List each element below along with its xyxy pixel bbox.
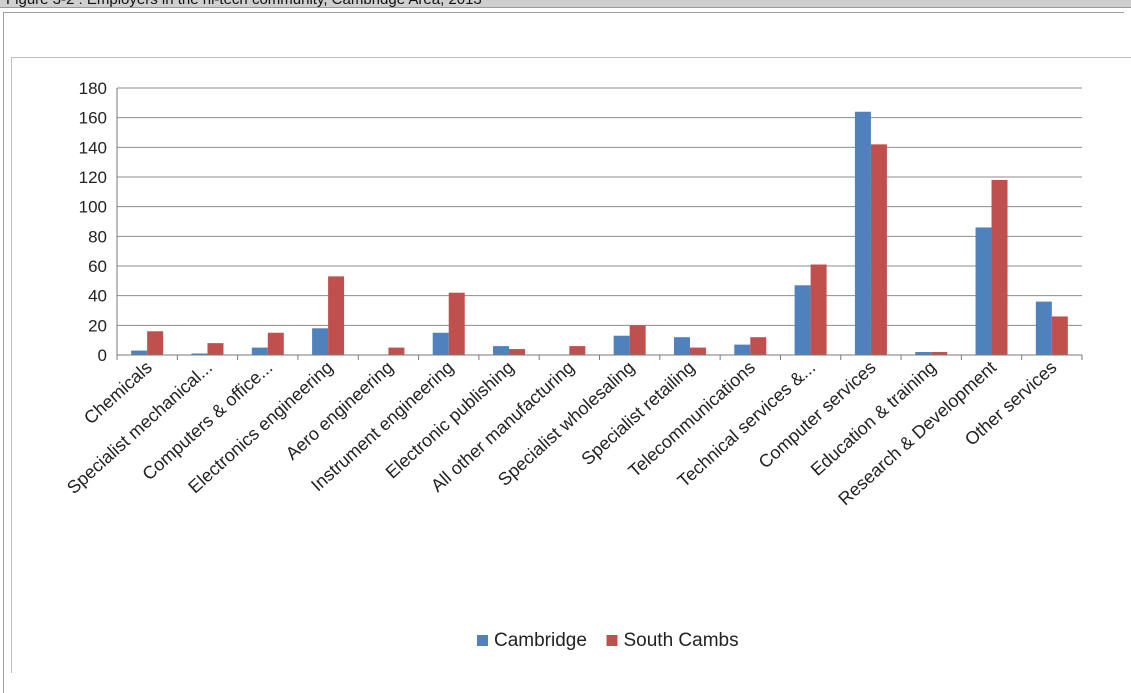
y-tick-label: 80 <box>88 227 107 246</box>
bar-cambridge <box>131 350 148 355</box>
bar-cambridge <box>915 352 932 355</box>
y-tick-label: 140 <box>79 138 107 157</box>
bar-south-cambs <box>267 332 284 355</box>
bar-cambridge <box>312 328 329 355</box>
y-tick-label: 120 <box>79 168 107 187</box>
bar-south-cambs <box>991 179 1008 355</box>
y-tick-label: 160 <box>79 109 107 128</box>
bar-south-cambs <box>1051 316 1068 355</box>
legend-swatch <box>477 635 488 646</box>
bar-south-cambs <box>448 292 465 355</box>
bar-south-cambs <box>629 325 646 355</box>
bar-south-cambs <box>810 264 827 355</box>
bar-cambridge <box>191 353 208 355</box>
bar-cambridge <box>673 337 690 355</box>
bar-chart: 020406080100120140160180ChemicalsSpecial… <box>63 79 1083 651</box>
bar-south-cambs <box>328 276 345 355</box>
bar-cambridge <box>251 347 268 355</box>
y-tick-label: 180 <box>79 79 107 98</box>
bar-cambridge <box>975 227 992 355</box>
figure-frame <box>3 12 1124 693</box>
bar-south-cambs <box>388 347 405 355</box>
bar-cambridge <box>613 335 630 355</box>
y-tick-label: 0 <box>98 346 107 365</box>
x-category-label: Specialist retailing <box>577 357 698 469</box>
bar-south-cambs <box>870 144 887 355</box>
x-category-label: Aero engineering <box>282 357 397 464</box>
bar-cambridge <box>734 344 751 355</box>
figure-caption: Figure 3-2 : Employers in the hi-tech co… <box>6 0 482 7</box>
bar-south-cambs <box>689 347 706 355</box>
chart-area: 0 20 40 60 80 100 120 140 160 180 Chemicals Special… <box>11 57 1131 673</box>
legend-swatch <box>606 635 618 646</box>
bar-cambridge <box>854 111 871 355</box>
legend-label: South Cambs <box>624 630 739 651</box>
y-tick-label: 20 <box>88 316 107 335</box>
bar-south-cambs <box>207 343 224 355</box>
bar-south-cambs <box>147 331 164 355</box>
y-tick-label: 40 <box>88 287 107 306</box>
bar-south-cambs <box>750 337 767 355</box>
bar-south-cambs <box>509 349 526 355</box>
bar-south-cambs <box>931 352 948 355</box>
bar-cambridge <box>794 285 811 355</box>
y-tick-label: 100 <box>79 198 107 217</box>
bar-cambridge <box>493 346 510 355</box>
legend-label: Cambridge <box>494 630 587 651</box>
bar-cambridge <box>1035 301 1052 355</box>
bar-south-cambs <box>569 346 586 355</box>
y-tick-label: 60 <box>88 257 107 276</box>
figure-caption-bar: Figure 3-2 : Employers in the hi-tech co… <box>0 0 1131 8</box>
bar-cambridge <box>432 332 449 355</box>
